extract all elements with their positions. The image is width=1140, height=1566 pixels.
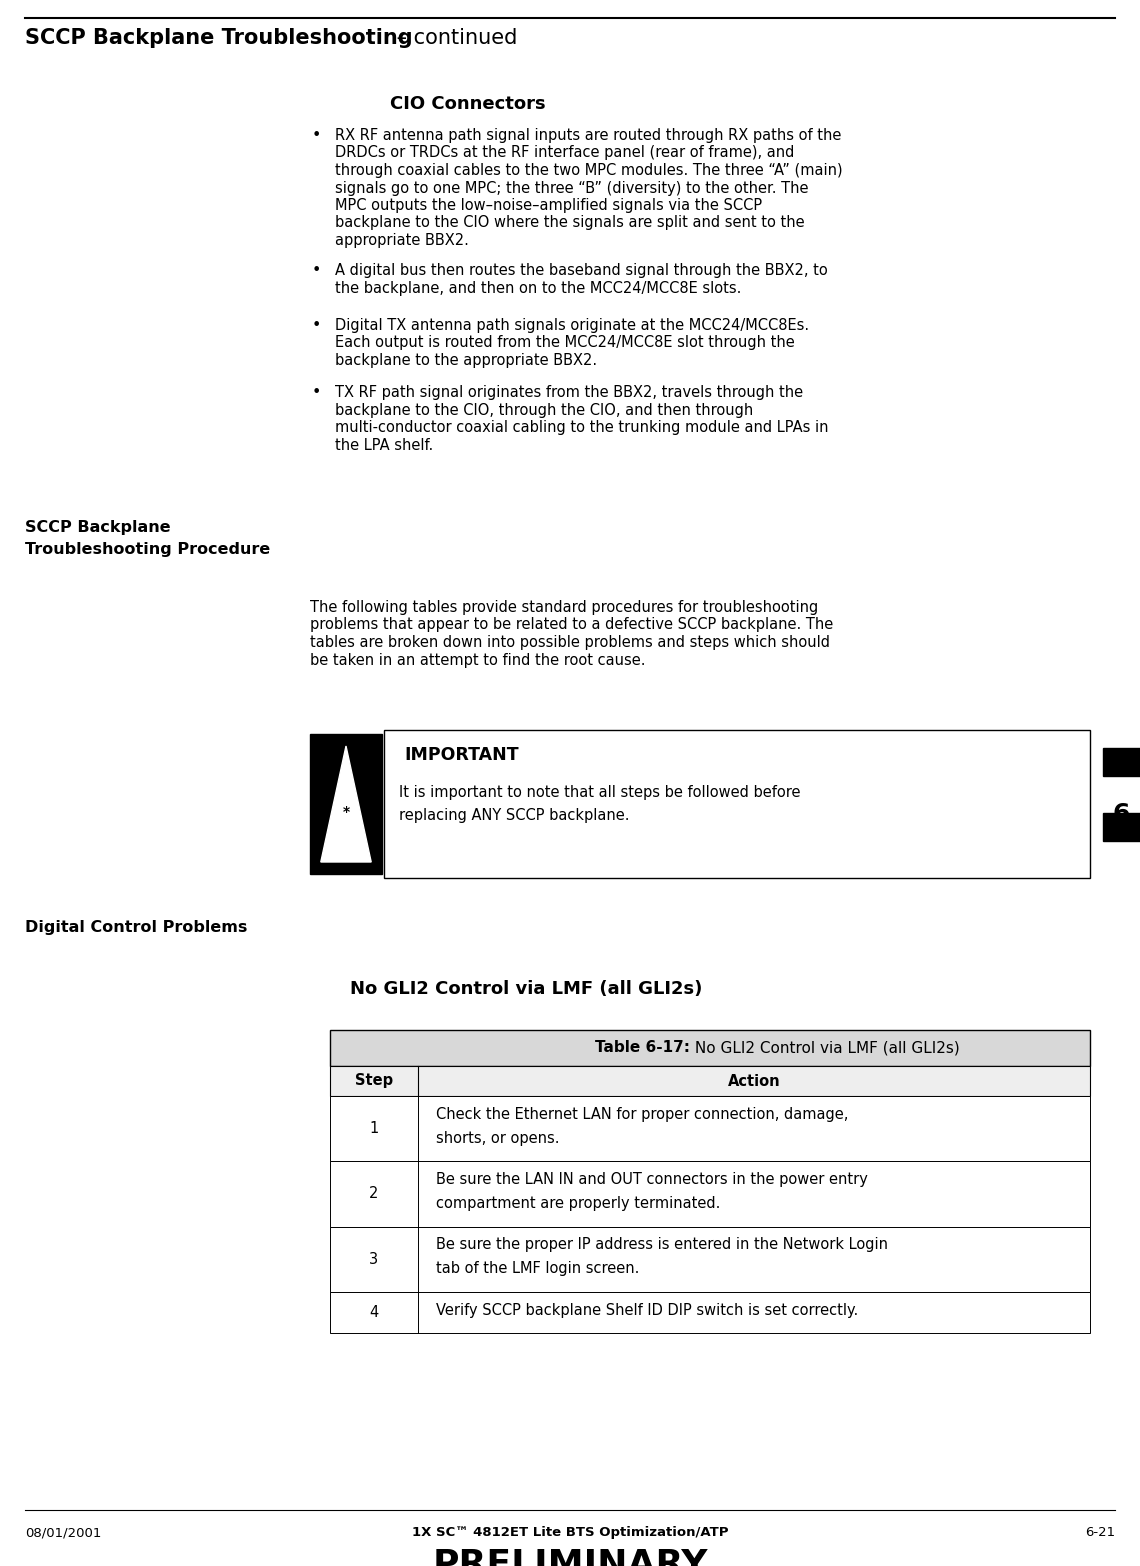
Text: Verify SCCP backplane Shelf ID DIP switch is set correctly.: Verify SCCP backplane Shelf ID DIP switc… — [435, 1303, 858, 1317]
Text: replacing ANY SCCP backplane.: replacing ANY SCCP backplane. — [399, 808, 629, 822]
Text: Digital Control Problems: Digital Control Problems — [25, 919, 247, 935]
Text: 1X SC™ 4812ET Lite BTS Optimization/ATP: 1X SC™ 4812ET Lite BTS Optimization/ATP — [412, 1525, 728, 1539]
FancyBboxPatch shape — [329, 1066, 1090, 1096]
Text: backplane to the CIO, through the CIO, and then through: backplane to the CIO, through the CIO, a… — [335, 402, 754, 418]
Text: backplane to the CIO where the signals are split and sent to the: backplane to the CIO where the signals a… — [335, 216, 805, 230]
Text: RX RF antenna path signal inputs are routed through RX paths of the: RX RF antenna path signal inputs are rou… — [335, 128, 841, 143]
Text: 6: 6 — [1113, 802, 1130, 825]
Text: through coaxial cables to the two MPC modules. The three “A” (main): through coaxial cables to the two MPC mo… — [335, 163, 842, 179]
Text: tab of the LMF login screen.: tab of the LMF login screen. — [435, 1261, 640, 1276]
Text: SCCP Backplane Troubleshooting: SCCP Backplane Troubleshooting — [25, 28, 413, 49]
Text: tables are broken down into possible problems and steps which should: tables are broken down into possible pro… — [310, 634, 830, 650]
Text: the backplane, and then on to the MCC24/MCC8E slots.: the backplane, and then on to the MCC24/… — [335, 280, 741, 296]
Text: •: • — [312, 128, 321, 143]
Text: Step: Step — [355, 1074, 393, 1088]
Text: signals go to one MPC; the three “B” (diversity) to the other. The: signals go to one MPC; the three “B” (di… — [335, 180, 808, 196]
FancyBboxPatch shape — [310, 734, 382, 874]
Text: Each output is routed from the MCC24/MCC8E slot through the: Each output is routed from the MCC24/MCC… — [335, 335, 795, 351]
Text: the LPA shelf.: the LPA shelf. — [335, 437, 433, 453]
Text: compartment are properly terminated.: compartment are properly terminated. — [435, 1196, 720, 1211]
Text: appropriate BBX2.: appropriate BBX2. — [335, 233, 469, 247]
Text: MPC outputs the low–noise–amplified signals via the SCCP: MPC outputs the low–noise–amplified sign… — [335, 197, 763, 213]
Text: 3: 3 — [369, 1251, 378, 1267]
Text: TX RF path signal originates from the BBX2, travels through the: TX RF path signal originates from the BB… — [335, 385, 803, 399]
FancyBboxPatch shape — [384, 730, 1090, 879]
FancyBboxPatch shape — [1104, 749, 1140, 777]
Text: Troubleshooting Procedure: Troubleshooting Procedure — [25, 542, 270, 557]
Text: •: • — [312, 385, 321, 399]
Text: 1: 1 — [369, 1121, 378, 1135]
Text: No GLI2 Control via LMF (all GLI2s): No GLI2 Control via LMF (all GLI2s) — [350, 980, 702, 998]
Text: SCCP Backplane: SCCP Backplane — [25, 520, 171, 536]
FancyBboxPatch shape — [329, 1162, 1090, 1226]
Text: PRELIMINARY: PRELIMINARY — [432, 1549, 708, 1566]
FancyBboxPatch shape — [329, 1096, 1090, 1162]
Text: Be sure the LAN IN and OUT connectors in the power entry: Be sure the LAN IN and OUT connectors in… — [435, 1173, 868, 1187]
Text: Table 6-17:: Table 6-17: — [595, 1040, 690, 1055]
Text: 2: 2 — [369, 1187, 378, 1201]
Text: 4: 4 — [369, 1304, 378, 1320]
Text: The following tables provide standard procedures for troubleshooting: The following tables provide standard pr… — [310, 600, 819, 615]
Text: IMPORTANT: IMPORTANT — [404, 745, 519, 764]
Text: DRDCs or TRDCs at the RF interface panel (rear of frame), and: DRDCs or TRDCs at the RF interface panel… — [335, 146, 795, 160]
Text: Digital TX antenna path signals originate at the MCC24/MCC8Es.: Digital TX antenna path signals originat… — [335, 318, 809, 334]
FancyBboxPatch shape — [329, 1226, 1090, 1292]
Text: shorts, or opens.: shorts, or opens. — [435, 1131, 560, 1146]
Polygon shape — [320, 745, 372, 861]
Text: It is important to note that all steps be followed before: It is important to note that all steps b… — [399, 785, 800, 800]
Text: Check the Ethernet LAN for proper connection, damage,: Check the Ethernet LAN for proper connec… — [435, 1107, 848, 1121]
Text: multi-conductor coaxial cabling to the trunking module and LPAs in: multi-conductor coaxial cabling to the t… — [335, 420, 829, 435]
Text: *: * — [342, 805, 350, 819]
Text: Action: Action — [727, 1074, 780, 1088]
Text: – continued: – continued — [390, 28, 518, 49]
Text: CIO Connectors: CIO Connectors — [390, 96, 546, 113]
Text: •: • — [312, 263, 321, 279]
FancyBboxPatch shape — [329, 1030, 1090, 1066]
FancyBboxPatch shape — [329, 1292, 1090, 1333]
Text: be taken in an attempt to find the root cause.: be taken in an attempt to find the root … — [310, 653, 645, 667]
FancyBboxPatch shape — [1104, 813, 1140, 841]
Text: problems that appear to be related to a defective SCCP backplane. The: problems that appear to be related to a … — [310, 617, 833, 633]
Text: A digital bus then routes the baseband signal through the BBX2, to: A digital bus then routes the baseband s… — [335, 263, 828, 279]
Text: •: • — [312, 318, 321, 334]
Text: Be sure the proper IP address is entered in the Network Login: Be sure the proper IP address is entered… — [435, 1237, 888, 1253]
Text: 08/01/2001: 08/01/2001 — [25, 1525, 101, 1539]
Text: backplane to the appropriate BBX2.: backplane to the appropriate BBX2. — [335, 352, 597, 368]
Text: No GLI2 Control via LMF (all GLI2s): No GLI2 Control via LMF (all GLI2s) — [690, 1040, 960, 1055]
Text: 6-21: 6-21 — [1085, 1525, 1115, 1539]
